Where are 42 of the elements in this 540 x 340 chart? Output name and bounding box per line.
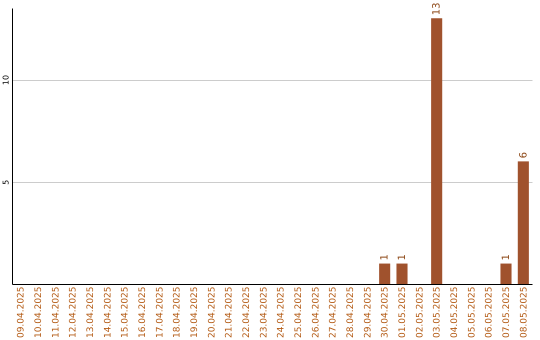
x-tick-label: 06.05.2025 xyxy=(484,286,495,338)
x-tick-label: 23.04.2025 xyxy=(259,286,270,338)
x-tick-label: 20.04.2025 xyxy=(207,286,218,338)
x-tick-label: 15.04.2025 xyxy=(120,286,131,338)
x-tick-label: 28.04.2025 xyxy=(346,286,356,338)
y-tick-label: 10 xyxy=(2,74,10,86)
y-tick-label: 5 xyxy=(2,180,10,185)
x-tick-label: 11.04.2025 xyxy=(51,286,62,338)
bar xyxy=(518,161,529,284)
x-tick-label: 01.05.2025 xyxy=(398,286,408,338)
x-tick-label: 19.04.2025 xyxy=(190,286,200,338)
x-tick-label: 03.05.2025 xyxy=(432,286,443,338)
data-label: 1 xyxy=(501,254,512,261)
bar xyxy=(431,18,442,284)
x-tick-label: 21.04.2025 xyxy=(224,286,235,338)
x-tick-label: 27.04.2025 xyxy=(328,286,339,338)
data-label: 1 xyxy=(397,254,408,261)
x-tick-label: 13.04.2025 xyxy=(86,286,96,338)
bar xyxy=(396,264,408,284)
x-tick-label: 08.05.2025 xyxy=(519,286,530,338)
bar xyxy=(500,264,512,284)
data-label: 6 xyxy=(518,152,530,158)
bar xyxy=(379,264,390,284)
x-tick-label: 29.04.2025 xyxy=(363,286,374,338)
x-tick-label: 09.04.2025 xyxy=(16,286,27,338)
x-tick-label: 17.04.2025 xyxy=(155,286,166,338)
x-tick-label: 07.05.2025 xyxy=(502,286,512,338)
x-tick-label: 26.04.2025 xyxy=(311,286,322,338)
x-tick-label: 22.04.2025 xyxy=(242,286,252,338)
x-tick-label: 16.04.2025 xyxy=(138,286,148,338)
x-tick-label: 18.04.2025 xyxy=(172,286,183,338)
x-tick-label: 05.05.2025 xyxy=(467,286,478,338)
data-label: 1 xyxy=(380,254,391,261)
x-tick-label: 04.05.2025 xyxy=(450,286,460,338)
data-label: 13 xyxy=(432,2,443,16)
x-tick-label: 02.05.2025 xyxy=(415,286,426,338)
x-tick-label: 25.04.2025 xyxy=(294,286,304,338)
x-tick-label: 12.04.2025 xyxy=(68,286,79,338)
x-tick-label: 14.04.2025 xyxy=(103,286,114,338)
x-tick-label: 24.04.2025 xyxy=(276,286,287,338)
x-tick-label: 10.04.2025 xyxy=(34,286,44,338)
x-tick-label: 30.04.2025 xyxy=(380,286,391,338)
